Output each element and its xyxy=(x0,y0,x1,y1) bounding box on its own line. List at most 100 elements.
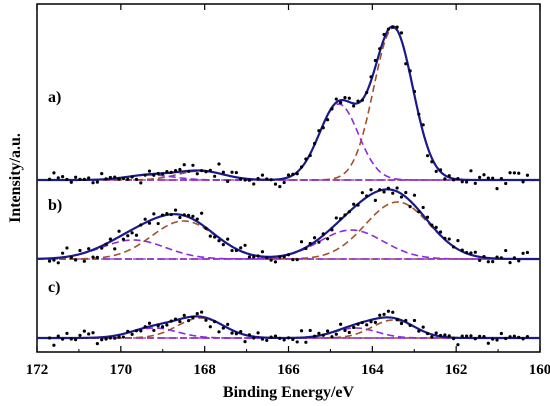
data-point xyxy=(295,172,299,176)
data-point xyxy=(399,195,404,199)
data-point xyxy=(373,320,377,324)
data-point xyxy=(447,334,451,338)
data-point xyxy=(404,190,408,195)
data-point xyxy=(495,187,499,191)
data-point xyxy=(491,260,495,264)
data-point xyxy=(95,341,99,346)
data-point xyxy=(113,247,117,251)
data-point xyxy=(525,335,530,339)
data-point xyxy=(126,329,130,333)
data-point xyxy=(473,250,477,254)
data-point xyxy=(265,338,269,342)
data-point xyxy=(308,328,312,333)
data-point xyxy=(239,330,243,334)
data-point xyxy=(339,217,343,221)
data-point xyxy=(108,336,112,340)
data-point xyxy=(434,331,438,335)
data-point xyxy=(191,315,195,319)
data-point xyxy=(456,343,460,347)
data-point xyxy=(230,170,234,174)
data-point xyxy=(226,237,230,241)
data-point xyxy=(330,107,334,111)
data-point xyxy=(373,58,377,63)
data-point xyxy=(100,338,104,342)
data-point xyxy=(152,173,156,177)
data-point xyxy=(508,335,512,339)
panel-label: b) xyxy=(48,197,62,214)
y-axis-label: Intensity/a.u. xyxy=(7,133,24,223)
data-point xyxy=(360,191,364,195)
data-point xyxy=(512,256,516,260)
data-points xyxy=(47,309,530,347)
component-peak-4 xyxy=(36,239,540,260)
data-point xyxy=(191,163,195,167)
data-point xyxy=(352,325,356,330)
data-point xyxy=(104,337,108,341)
data-point xyxy=(65,331,69,335)
data-point xyxy=(108,175,112,180)
data-point xyxy=(486,260,490,264)
data-point xyxy=(121,237,126,241)
data-point xyxy=(321,232,325,236)
data-point xyxy=(52,343,56,347)
data-point xyxy=(499,176,503,181)
x-tick-label: 160 xyxy=(529,362,550,378)
data-point xyxy=(365,323,369,327)
data-point xyxy=(438,168,443,172)
data-point xyxy=(273,334,278,338)
data-point xyxy=(312,334,317,338)
data-point xyxy=(391,191,395,195)
data-point xyxy=(352,104,356,108)
data-point xyxy=(56,334,60,338)
data-point xyxy=(95,180,99,184)
data-point xyxy=(91,331,95,335)
data-point xyxy=(317,129,321,133)
data-point xyxy=(286,253,291,257)
x-tick-label: 172 xyxy=(26,362,49,378)
data-point xyxy=(213,174,217,178)
data-point xyxy=(465,334,469,338)
data-point xyxy=(147,221,152,225)
data-point xyxy=(134,329,139,333)
data-point xyxy=(421,205,425,210)
data-point xyxy=(208,168,212,172)
data-point xyxy=(508,171,512,175)
data-points xyxy=(47,25,530,191)
data-point xyxy=(95,255,99,259)
data-point xyxy=(147,169,152,173)
data-point xyxy=(399,31,404,35)
data-point xyxy=(182,163,186,167)
data-point xyxy=(160,325,165,329)
data-point xyxy=(195,172,199,176)
data-point xyxy=(186,169,191,174)
data-point xyxy=(213,320,217,324)
data-point xyxy=(425,154,430,158)
data-point xyxy=(226,179,230,184)
data-point xyxy=(260,337,265,341)
data-point xyxy=(291,258,295,262)
data-point xyxy=(412,193,417,197)
data-point xyxy=(204,226,208,230)
data-point xyxy=(269,178,273,182)
data-point xyxy=(113,175,117,179)
data-point xyxy=(156,221,160,226)
data-point xyxy=(326,329,330,333)
data-point xyxy=(61,337,65,341)
data-point xyxy=(326,118,330,122)
data-point xyxy=(425,215,430,219)
data-point xyxy=(386,186,391,190)
data-point xyxy=(386,309,391,313)
data-point xyxy=(386,27,391,31)
data-point xyxy=(517,335,521,339)
data-point xyxy=(152,328,156,333)
data-point xyxy=(291,337,295,342)
data-point xyxy=(495,255,499,259)
data-point xyxy=(421,325,425,329)
data-point xyxy=(139,181,143,185)
x-tick-label: 168 xyxy=(193,362,216,378)
data-point xyxy=(252,336,256,340)
data-point xyxy=(451,178,456,182)
data-point xyxy=(312,141,317,146)
data-point xyxy=(321,333,325,337)
data-point xyxy=(430,335,434,339)
